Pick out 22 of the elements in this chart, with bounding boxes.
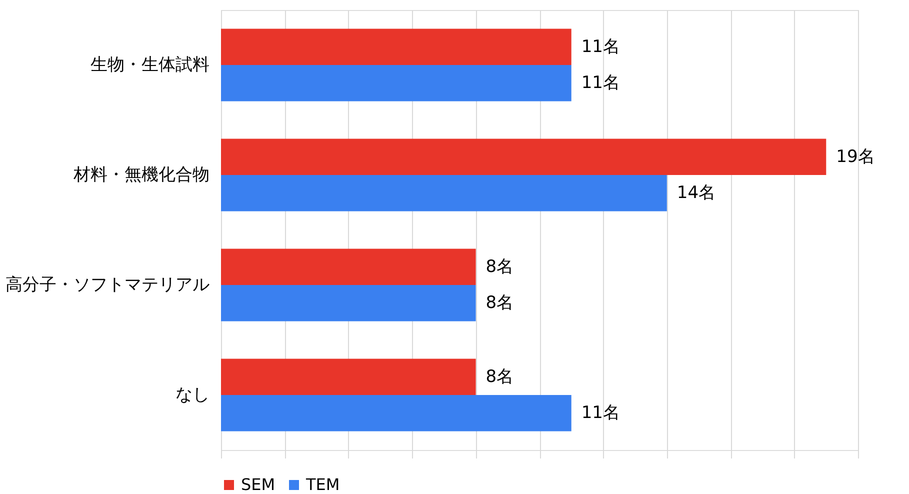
data-label: 8名 <box>486 256 514 277</box>
bar <box>221 285 476 322</box>
data-label: 8名 <box>486 366 514 387</box>
legend-label: TEM <box>305 475 340 494</box>
data-label: 11名 <box>581 403 620 424</box>
y-tick-label: なし <box>176 385 210 405</box>
y-tick-label: 材料・無機化合物 <box>72 165 210 185</box>
bar <box>221 138 826 175</box>
data-label: 14名 <box>676 183 716 204</box>
y-tick-label: 生物・生体試料 <box>90 55 210 75</box>
bar <box>221 28 572 65</box>
data-label: 19名 <box>836 146 875 167</box>
legend-label: SEM <box>241 475 276 494</box>
data-label: 11名 <box>581 36 620 57</box>
data-label: 11名 <box>581 73 620 94</box>
y-tick-label: 高分子・ソフトマテリアル <box>6 275 210 295</box>
bar <box>221 175 667 212</box>
bar <box>221 395 572 432</box>
bar <box>221 248 476 285</box>
bar <box>221 358 476 395</box>
bar <box>221 65 572 102</box>
data-label: 8名 <box>486 293 514 314</box>
